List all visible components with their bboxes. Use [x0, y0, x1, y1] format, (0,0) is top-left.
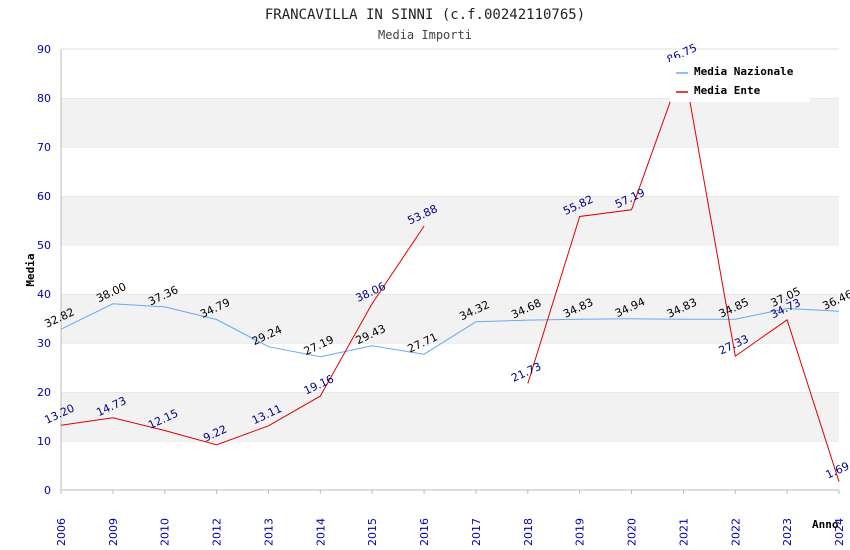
legend-box: [670, 58, 810, 102]
x-tick-label: 2015: [366, 518, 379, 546]
x-tick-label: 2016: [418, 518, 431, 546]
x-tick-label: 2023: [781, 518, 794, 546]
y-tick-label: 20: [37, 386, 51, 399]
series-line-nazionale: [60, 303, 840, 358]
x-tick-label: 2014: [314, 518, 327, 546]
x-tick-label: 2006: [55, 518, 68, 546]
x-tick-label: 2009: [107, 518, 120, 546]
grid-band: [61, 392, 839, 441]
y-tick-label: 0: [44, 484, 51, 497]
x-tick-label: 2010: [159, 518, 172, 546]
x-tick-label: 2019: [574, 518, 587, 546]
y-tick-label: 40: [37, 288, 51, 301]
grid-bands: [61, 48, 839, 490]
chart-title: FRANCAVILLA IN SINNI (c.f.00242110765): [265, 7, 585, 23]
grid-band: [61, 294, 839, 343]
grid-band: [61, 98, 839, 147]
y-tick-label: 80: [37, 92, 51, 105]
x-tick-label: 2017: [470, 518, 483, 546]
y-tick-label: 90: [37, 43, 51, 56]
grid-band: [61, 196, 839, 245]
x-tick-label: 2024: [833, 518, 846, 546]
x-tick-label: 2022: [729, 518, 742, 546]
legend-label-ente: Media Ente: [694, 84, 761, 97]
grid-band: [61, 245, 839, 294]
grid-band: [61, 147, 839, 196]
x-tick-label: 2013: [262, 518, 275, 546]
axes: [60, 49, 839, 491]
y-tick-label: 70: [37, 141, 51, 154]
y-tick-label: 10: [37, 435, 51, 448]
y-tick-label: 30: [37, 337, 51, 350]
y-tick-label: 60: [37, 190, 51, 203]
x-tick-label: 2012: [211, 518, 224, 546]
legend: Media Nazionale Media Ente: [670, 58, 810, 102]
legend-label-nazionale: Media Nazionale: [694, 65, 794, 78]
x-tick-label: 2021: [677, 518, 690, 546]
y-tick-label: 50: [37, 239, 51, 252]
series-line-ente: [60, 225, 425, 446]
x-axis-title: Anno: [812, 518, 839, 531]
x-tick-label: 2018: [522, 518, 535, 546]
chart-subtitle: Media Importi: [378, 28, 472, 42]
y-ticks: 0 10 20 30 40 50 60 70 80 90: [37, 43, 51, 497]
grid-band: [61, 441, 839, 490]
y-axis-title: Media: [24, 253, 37, 286]
x-ticks: 2006 2009 2010 2012 2013 2014 2015 2016 2017 2018…: [55, 490, 846, 546]
grid-band: [61, 343, 839, 392]
x-tick-label: 2020: [626, 518, 639, 546]
